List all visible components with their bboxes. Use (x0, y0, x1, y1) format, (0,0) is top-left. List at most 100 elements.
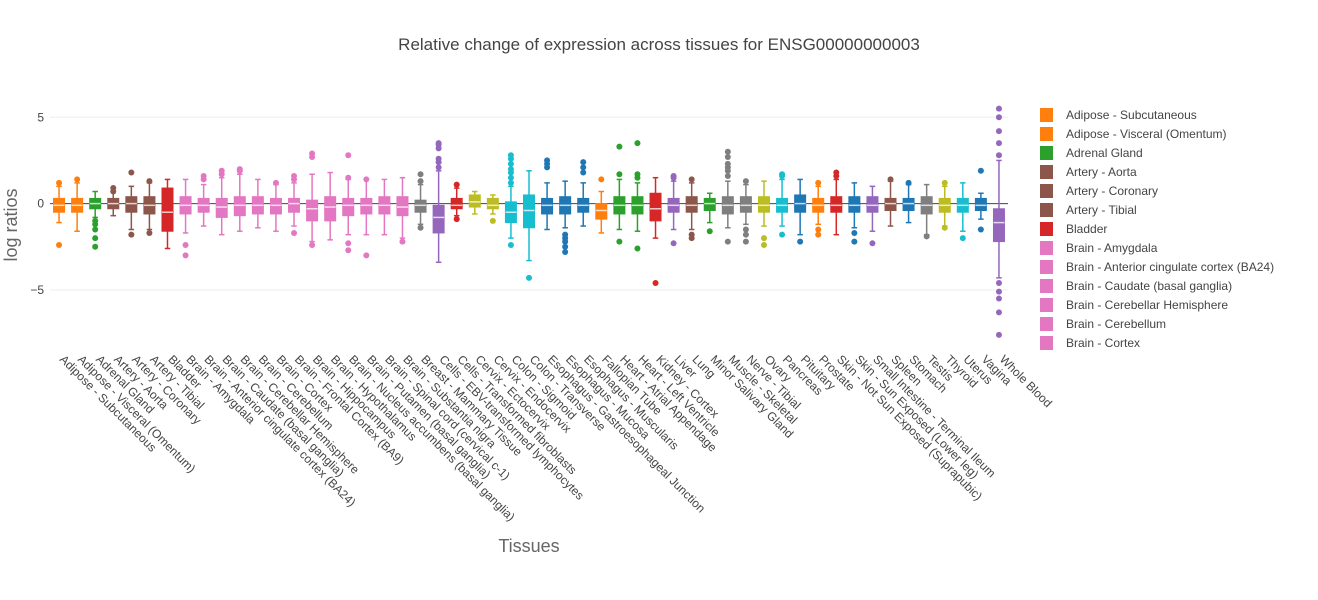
outlier-point[interactable] (851, 238, 858, 245)
box-trace[interactable] (179, 178, 192, 259)
box-trace[interactable] (541, 157, 554, 231)
box-trace[interactable] (71, 176, 84, 232)
box-body[interactable] (523, 194, 535, 229)
box-body[interactable] (685, 196, 698, 213)
outlier-point[interactable] (507, 174, 514, 181)
box-trace[interactable] (884, 176, 897, 227)
box-trace[interactable] (342, 152, 355, 254)
outlier-point[interactable] (345, 152, 352, 159)
box-trace[interactable] (920, 183, 933, 240)
outlier-point[interactable] (616, 143, 623, 150)
box-body[interactable] (414, 199, 427, 213)
box-body[interactable] (992, 208, 1005, 243)
outlier-point[interactable] (507, 152, 514, 159)
box-trace[interactable] (53, 179, 66, 249)
box-body[interactable] (757, 196, 770, 213)
box-body[interactable] (269, 197, 282, 215)
box-trace[interactable] (197, 172, 210, 227)
box-body[interactable] (703, 197, 716, 212)
outlier-point[interactable] (92, 221, 99, 228)
legend[interactable]: Adipose - Subcutaneous Adipose - Visceral… (1040, 108, 1274, 350)
outlier-point[interactable] (236, 166, 243, 173)
outlier-point[interactable] (182, 242, 189, 249)
outlier-point[interactable] (435, 164, 442, 171)
box-trace[interactable] (830, 169, 843, 236)
legend-item[interactable]: Artery - Aorta (1040, 165, 1137, 179)
box-body[interactable] (830, 196, 843, 213)
outlier-point[interactable] (742, 178, 749, 185)
outlier-point[interactable] (526, 274, 532, 281)
outlier-point[interactable] (309, 150, 316, 157)
outlier-point[interactable] (634, 245, 641, 252)
outlier-point[interactable] (833, 169, 840, 176)
outlier-point[interactable] (652, 280, 659, 287)
outlier-point[interactable] (995, 288, 1002, 295)
box-trace[interactable] (468, 190, 481, 215)
box-trace[interactable] (631, 140, 644, 252)
outlier-point[interactable] (146, 229, 153, 236)
outlier-point[interactable] (995, 280, 1002, 287)
outlier-point[interactable] (742, 238, 749, 245)
outlier-point[interactable] (580, 164, 587, 171)
legend-item[interactable]: Brain - Amygdala (1040, 241, 1158, 255)
box-series[interactable] (53, 105, 1005, 338)
box-trace[interactable] (992, 105, 1005, 338)
outlier-point[interactable] (724, 148, 731, 155)
outlier-point[interactable] (562, 248, 569, 255)
box-trace[interactable] (938, 179, 951, 231)
box-body[interactable] (360, 197, 373, 215)
outlier-point[interactable] (779, 171, 786, 178)
box-trace[interactable] (125, 169, 138, 238)
outlier-point[interactable] (995, 152, 1002, 159)
box-body[interactable] (450, 197, 463, 210)
outlier-point[interactable] (128, 231, 135, 238)
outlier-point[interactable] (688, 235, 695, 242)
box-trace[interactable] (161, 178, 174, 250)
outlier-point[interactable] (977, 167, 984, 174)
box-body[interactable] (595, 203, 608, 220)
outlier-point[interactable] (580, 169, 587, 176)
box-body[interactable] (432, 204, 445, 234)
outlier-point[interactable] (995, 331, 1002, 338)
outlier-point[interactable] (417, 224, 424, 231)
box-trace[interactable] (649, 176, 662, 287)
outlier-point[interactable] (544, 157, 551, 164)
outlier-point[interactable] (435, 140, 442, 147)
box-trace[interactable] (523, 170, 535, 281)
outlier-point[interactable] (742, 231, 749, 238)
box-body[interactable] (125, 196, 138, 213)
outlier-point[interactable] (56, 242, 63, 249)
outlier-point[interactable] (634, 140, 641, 147)
outlier-point[interactable] (815, 179, 822, 186)
outlier-point[interactable] (977, 226, 984, 233)
box-trace[interactable] (559, 180, 572, 255)
outlier-point[interactable] (724, 153, 731, 160)
box-body[interactable] (396, 196, 409, 217)
outlier-point[interactable] (760, 242, 767, 249)
box-trace[interactable] (107, 185, 120, 217)
box-body[interactable] (541, 197, 554, 215)
outlier-point[interactable] (688, 176, 695, 183)
outlier-point[interactable] (724, 160, 731, 167)
outlier-point[interactable] (706, 228, 713, 235)
box-trace[interactable] (812, 179, 825, 238)
outlier-point[interactable] (453, 216, 460, 223)
box-body[interactable] (884, 197, 897, 212)
outlier-point[interactable] (941, 179, 948, 186)
outlier-point[interactable] (670, 240, 677, 247)
outlier-point[interactable] (507, 166, 514, 173)
box-trace[interactable] (396, 176, 409, 245)
box-body[interactable] (468, 194, 481, 208)
box-body[interactable] (486, 197, 499, 210)
legend-item[interactable]: Brain - Cerebellum (1040, 317, 1166, 331)
box-trace[interactable] (269, 179, 282, 232)
outlier-point[interactable] (815, 231, 822, 238)
legend-item[interactable]: Adipose - Visceral (Omentum) (1040, 127, 1227, 141)
box-trace[interactable] (288, 172, 301, 236)
box-trace[interactable] (450, 181, 463, 223)
outlier-point[interactable] (218, 167, 225, 174)
outlier-point[interactable] (941, 224, 948, 231)
legend-item[interactable]: Artery - Tibial (1040, 203, 1137, 217)
box-trace[interactable] (739, 178, 752, 245)
outlier-point[interactable] (724, 172, 731, 179)
